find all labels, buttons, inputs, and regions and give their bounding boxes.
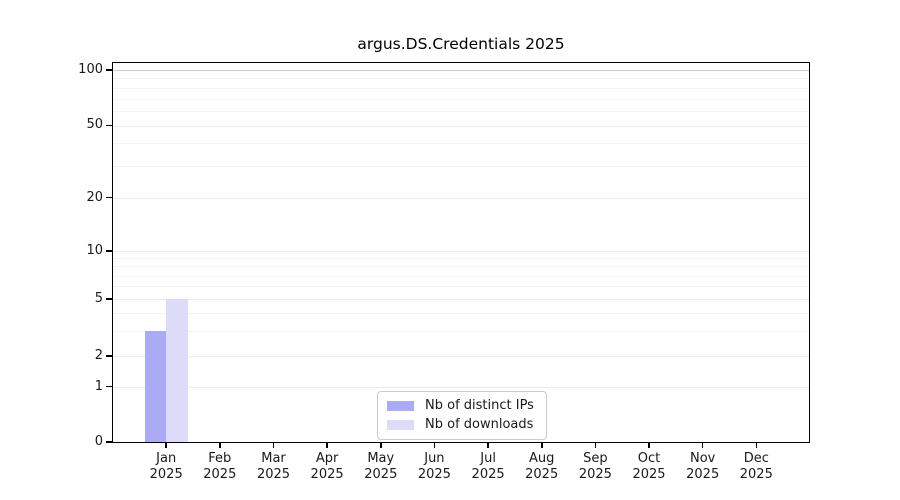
x-tick-label: Sep 2025 [578,451,612,482]
major-gridline [113,125,809,127]
x-tick [433,443,436,448]
x-tick-label: Aug 2025 [525,451,559,482]
minor-gridline [113,330,809,332]
x-tick [380,443,382,448]
y-tick [106,355,113,357]
minor-gridline [113,258,809,260]
x-tick-label: Apr 2025 [310,451,344,482]
minor-gridline [113,275,809,277]
x-tick-label: Jul 2025 [471,451,505,482]
y-tick-label: 10 [86,242,103,258]
plot-area [112,62,810,443]
x-tick [701,443,704,448]
legend-row: Nb of distinct IPs [378,396,546,415]
major-gridline [113,70,809,71]
y-tick [106,250,113,252]
y-tick-label: 2 [94,348,103,364]
x-tick [541,443,543,448]
x-tick [487,443,489,448]
y-tick-label: 100 [78,61,103,77]
x-tick [165,443,167,448]
x-tick [594,443,597,448]
y-tick [106,298,113,300]
minor-gridline [113,313,809,314]
major-gridline [113,250,809,252]
legend: Nb of distinct IPs Nb of downloads [377,391,547,440]
x-tick-label: Oct 2025 [632,451,666,482]
x-tick-label: Nov 2025 [686,451,720,482]
x-tick [326,443,328,448]
y-tick-label: 20 [86,189,103,205]
x-tick-label: May 2025 [364,451,398,482]
chart-title: argus.DS.Credentials 2025 [357,35,565,53]
y-tick [106,69,113,71]
x-tick-label: Jun 2025 [417,451,451,482]
legend-label: Nb of downloads [425,417,534,432]
x-tick-label: Dec 2025 [739,451,773,482]
y-tick [106,441,113,443]
y-tick [106,385,113,388]
y-tick-label: 0 [94,434,103,449]
major-gridline [113,356,809,358]
x-tick-label: Jan 2025 [149,451,183,482]
legend-label: Nb of distinct IPs [425,398,534,413]
minor-gridline [113,165,809,167]
minor-gridline [113,143,809,144]
x-tick-label: Feb 2025 [203,451,237,482]
x-tick [219,443,221,448]
y-tick [106,124,113,127]
minor-gridline [113,78,809,80]
y-tick [106,196,113,199]
x-tick [755,443,758,448]
x-tick [272,443,275,448]
y-tick-label: 5 [94,291,103,307]
minor-gridline [113,266,809,268]
x-tick-label: Mar 2025 [256,451,291,482]
bar-nb-of-downloads [166,299,188,442]
x-tick [648,443,650,448]
y-tick-label: 1 [94,378,103,394]
minor-gridline [113,87,809,89]
minor-gridline [113,110,809,112]
minor-gridline [113,286,809,288]
major-gridline [113,197,809,199]
legend-swatch [387,400,414,411]
legend-row: Nb of downloads [378,415,546,434]
y-tick-label: 50 [86,117,103,133]
major-gridline [113,386,809,388]
minor-gridline [113,98,809,100]
major-gridline [113,299,809,301]
bar-nb-of-distinct-ips [144,330,167,442]
legend-swatch [387,419,414,430]
